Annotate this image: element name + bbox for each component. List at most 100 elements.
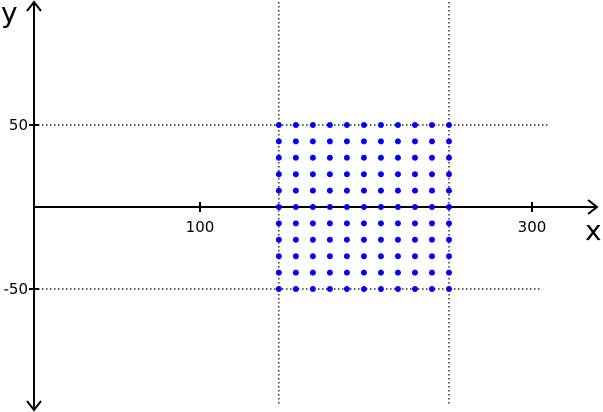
data-point: [275, 154, 282, 161]
x-axis-title: x: [585, 214, 602, 247]
data-point: [394, 204, 401, 210]
data-point: [326, 269, 333, 276]
data-point: [377, 187, 384, 194]
data-point: [428, 253, 435, 260]
data-point: [343, 286, 350, 292]
data-point: [394, 187, 401, 194]
data-point: [275, 171, 282, 178]
data-point: [292, 236, 299, 243]
data-point: [309, 286, 316, 292]
x-tick-label-300: 300: [518, 218, 547, 236]
data-point: [343, 236, 350, 243]
data-point: [377, 138, 384, 145]
data-point: [446, 236, 452, 243]
data-point: [292, 253, 299, 260]
data-point: [411, 286, 418, 292]
y-axis-arrowhead-bottom: [26, 400, 42, 412]
data-point: [275, 269, 282, 276]
data-point: [360, 269, 367, 276]
data-point: [360, 286, 367, 292]
data-point: [343, 122, 350, 128]
data-point: [394, 171, 401, 178]
data-point: [394, 236, 401, 243]
data-point: [309, 253, 316, 260]
data-point: [428, 286, 435, 292]
data-point: [377, 253, 384, 260]
data-point: [377, 171, 384, 178]
data-point: [326, 154, 333, 161]
data-point: [394, 122, 401, 128]
data-point: [446, 171, 452, 178]
data-point: [428, 122, 435, 128]
data-point: [343, 204, 350, 210]
data-point: [411, 236, 418, 243]
y-axis-arrowhead-top: [26, 0, 42, 12]
data-point: [360, 171, 367, 178]
data-point: [309, 187, 316, 194]
data-point: [360, 236, 367, 243]
data-point: [292, 171, 299, 178]
data-point: [292, 220, 299, 227]
data-point: [411, 122, 418, 128]
data-point: [428, 187, 435, 194]
data-point: [394, 154, 401, 161]
data-point: [326, 236, 333, 243]
data-point: [275, 187, 282, 194]
data-point: [394, 220, 401, 227]
data-point: [343, 171, 350, 178]
data-point: [275, 122, 282, 128]
data-point: [411, 171, 418, 178]
data-point: [309, 220, 316, 227]
data-point: [377, 286, 384, 292]
y-axis-title: y: [1, 0, 18, 29]
data-point: [309, 269, 316, 276]
data-point: [428, 154, 435, 161]
data-point: [309, 236, 316, 243]
data-point: [343, 220, 350, 227]
data-point: [275, 253, 282, 260]
data-point: [360, 138, 367, 145]
data-point: [446, 253, 452, 260]
data-point: [326, 253, 333, 260]
data-point: [292, 138, 299, 145]
data-point: [326, 286, 333, 292]
data-point: [411, 187, 418, 194]
x-tick-label-100: 100: [186, 218, 215, 236]
data-point: [309, 171, 316, 178]
data-point: [377, 269, 384, 276]
data-point: [343, 154, 350, 161]
data-point: [446, 286, 452, 292]
data-point: [446, 204, 452, 210]
reference-lines: [34, 2, 548, 404]
data-point: [326, 122, 333, 128]
y-tick-label-50: 50: [9, 116, 28, 134]
data-point: [326, 171, 333, 178]
data-point: [394, 286, 401, 292]
data-point: [377, 204, 384, 210]
data-point: [411, 154, 418, 161]
data-point: [360, 187, 367, 194]
data-point: [275, 286, 282, 292]
data-point: [292, 286, 299, 292]
data-point: [326, 187, 333, 194]
data-point: [446, 187, 452, 194]
data-point: [292, 122, 299, 128]
data-point: [326, 138, 333, 145]
data-point: [377, 122, 384, 128]
data-point: [309, 154, 316, 161]
data-point: [360, 253, 367, 260]
data-point: [446, 138, 452, 145]
data-points: [275, 122, 452, 292]
data-point: [428, 204, 435, 210]
data-point: [394, 269, 401, 276]
data-point: [411, 269, 418, 276]
data-point: [309, 204, 316, 210]
data-point: [394, 253, 401, 260]
data-point: [360, 220, 367, 227]
data-point: [343, 138, 350, 145]
data-point: [326, 220, 333, 227]
data-point: [292, 187, 299, 194]
x-axis-arrowhead: [587, 199, 599, 215]
data-point: [275, 204, 282, 210]
data-point: [292, 269, 299, 276]
